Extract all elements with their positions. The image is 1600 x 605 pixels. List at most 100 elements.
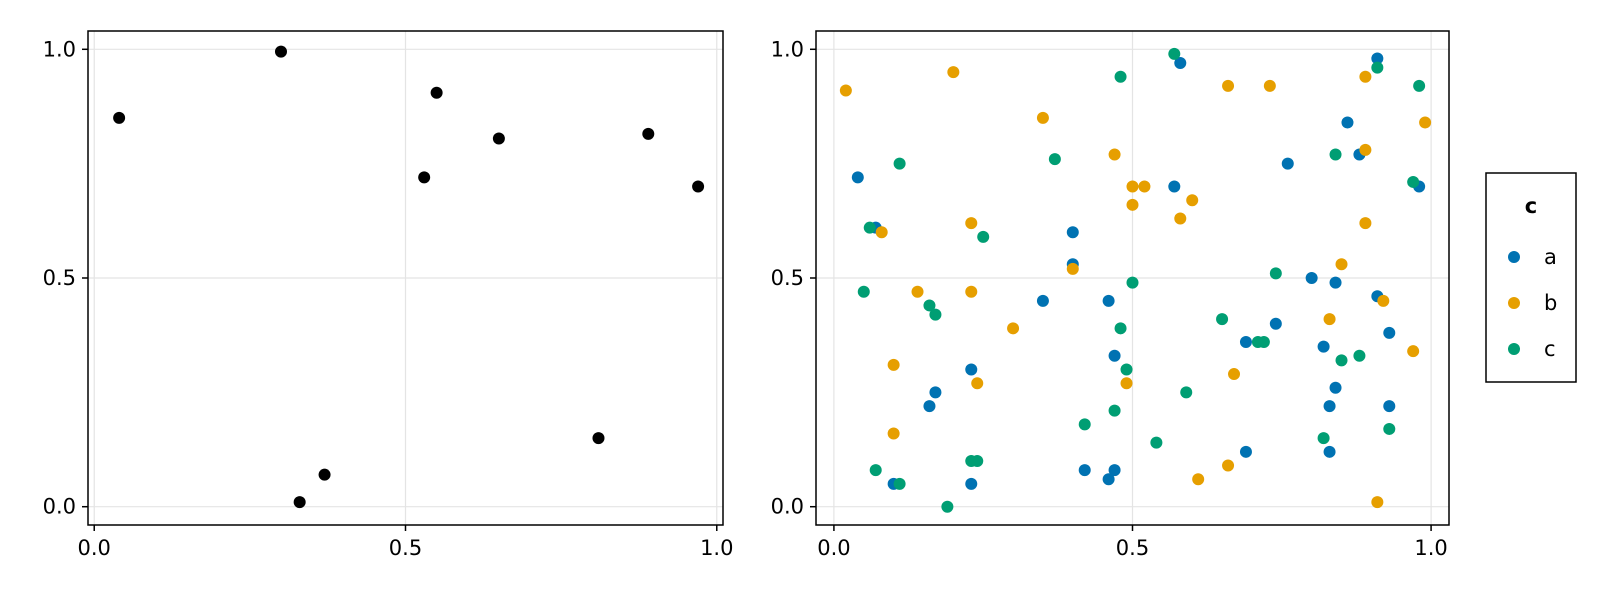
- data-point: [1120, 363, 1133, 376]
- data-point: [1102, 473, 1115, 486]
- data-point: [971, 454, 984, 467]
- data-point: [1066, 262, 1079, 275]
- data-point: [875, 226, 888, 239]
- x-tick-label: 1.0: [1414, 536, 1447, 560]
- data-point: [418, 171, 431, 184]
- data-point: [1102, 294, 1115, 307]
- data-point: [1180, 386, 1193, 399]
- data-point: [887, 427, 900, 440]
- data-point: [1329, 381, 1342, 394]
- data-point: [1323, 400, 1336, 413]
- data-point: [1108, 349, 1121, 362]
- data-point: [1216, 313, 1229, 326]
- data-point: [1078, 418, 1091, 431]
- data-point: [1126, 276, 1139, 289]
- data-point: [839, 84, 852, 97]
- data-point: [1353, 349, 1366, 362]
- data-point: [1114, 322, 1127, 335]
- data-point: [1263, 79, 1276, 92]
- data-point: [1108, 404, 1121, 417]
- x-tick-label: 0.0: [817, 536, 850, 560]
- data-point: [1066, 226, 1079, 239]
- data-point: [1186, 194, 1199, 207]
- data-point: [1036, 111, 1049, 124]
- data-point: [1329, 148, 1342, 161]
- data-point: [1359, 143, 1372, 156]
- data-point: [965, 285, 978, 298]
- legend-label: c: [1544, 337, 1556, 361]
- data-point: [1323, 445, 1336, 458]
- y-tick-label: 1.0: [43, 37, 76, 61]
- data-point: [1114, 70, 1127, 83]
- data-point: [1174, 212, 1187, 225]
- data-point: [869, 464, 882, 477]
- data-point: [1168, 180, 1181, 193]
- data-point: [911, 285, 924, 298]
- data-point: [1383, 400, 1396, 413]
- data-point: [1335, 258, 1348, 271]
- data-point: [1048, 153, 1061, 166]
- data-point: [1120, 377, 1133, 390]
- data-point: [893, 157, 906, 170]
- data-point: [1371, 496, 1384, 509]
- series-c: [857, 47, 1426, 513]
- data-point: [1371, 61, 1384, 74]
- data-point: [1281, 157, 1294, 170]
- y-tick-label: 0.5: [43, 266, 76, 290]
- data-point: [965, 363, 978, 376]
- data-point: [1007, 322, 1020, 335]
- data-point: [1257, 336, 1270, 349]
- y-tick-label: 0.5: [771, 266, 804, 290]
- data-point: [965, 217, 978, 230]
- data-point: [1377, 294, 1390, 307]
- data-point: [851, 171, 864, 184]
- x-tick-label: 0.5: [389, 536, 422, 560]
- data-point: [293, 496, 306, 509]
- data-point: [977, 230, 990, 243]
- data-point: [1383, 326, 1396, 339]
- y-tick-label: 1.0: [771, 37, 804, 61]
- data-point: [430, 86, 443, 99]
- data-point: [1078, 464, 1091, 477]
- legend-marker: [1508, 297, 1520, 309]
- data-point: [1329, 276, 1342, 289]
- series-1: [113, 45, 705, 509]
- data-point: [1323, 313, 1336, 326]
- data-point: [1168, 47, 1181, 60]
- legend-label: a: [1544, 245, 1557, 269]
- data-point: [1108, 464, 1121, 477]
- data-point: [1222, 459, 1235, 472]
- data-point: [1228, 368, 1241, 381]
- data-point: [1359, 217, 1372, 230]
- data-point: [1371, 52, 1384, 65]
- data-point: [887, 358, 900, 371]
- data-point: [1192, 473, 1205, 486]
- data-point: [929, 308, 942, 321]
- data-point: [274, 45, 287, 58]
- data-point: [492, 132, 505, 145]
- y-tick-label: 0.0: [43, 495, 76, 519]
- data-point: [1305, 272, 1318, 284]
- series-a: [851, 52, 1426, 490]
- data-point: [1419, 116, 1432, 129]
- x-tick-label: 0.0: [78, 536, 111, 560]
- data-point: [863, 221, 876, 234]
- data-point: [923, 299, 936, 312]
- data-point: [1108, 148, 1121, 161]
- data-point: [642, 127, 655, 140]
- data-point: [1269, 317, 1282, 330]
- data-point: [1359, 70, 1372, 83]
- legend-marker: [1508, 343, 1520, 355]
- data-point: [941, 500, 954, 513]
- data-point: [1407, 345, 1420, 358]
- data-point: [692, 180, 705, 193]
- legend-box: [1485, 172, 1577, 383]
- series-b: [839, 66, 1432, 509]
- data-point: [1341, 116, 1354, 129]
- data-point: [965, 477, 978, 490]
- data-point: [923, 400, 936, 413]
- data-point: [947, 66, 960, 79]
